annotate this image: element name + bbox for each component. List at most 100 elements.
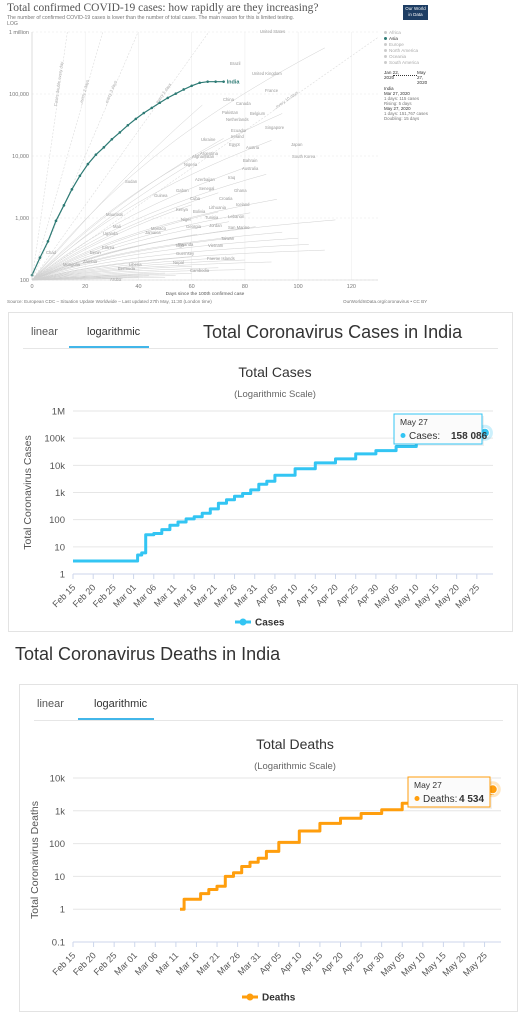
legend-label: Europe [389,42,404,47]
x-tick-label: Apr 05 [257,950,283,976]
tooltip-box [407,776,491,808]
owid-legend[interactable]: Africa Asia Europe North America Oceania Sout… [384,30,419,66]
country-label: Mauritius [106,212,123,217]
owid-x-tick: 20 [82,284,88,290]
legend-dot [384,43,387,47]
series-line [73,432,487,563]
owid-y-tick: 100 [20,278,29,284]
country-label: Gabon [176,188,189,193]
y-tick-label: 1k [55,806,65,817]
x-tick-label: Apr 10 [274,582,300,608]
info-detail2: 1 days: 151,767 cases [384,111,428,116]
doubling-line [31,31,104,281]
legend-item-africa[interactable]: Africa [384,30,419,36]
tooltip-value: 4 534 [459,794,484,805]
legend-label: Cases [255,618,285,629]
country-label: Lithuania [209,205,227,210]
country-label: Monaco [151,226,167,231]
x-tick-label: Apr 05 [254,582,280,608]
chart-subtitle: (Logarithmic Scale) [234,389,316,400]
country-label: Togo [175,243,185,248]
legend-label: Asia [389,36,398,41]
country-label: Taiwan [221,236,235,241]
india-series-point [222,80,225,83]
legend-item-oceania[interactable]: Oceania [384,54,419,60]
owid-logo-line2: in Data [408,12,423,17]
tooltip-date: May 27 [414,780,442,790]
legend-item-north-america[interactable]: North America [384,48,419,54]
legend-item-europe[interactable]: Europe [384,42,419,48]
legend-dot [384,55,387,59]
country-label: Senegal [199,186,214,191]
country-label: Uganda [103,231,118,236]
country-label: Rwanda [178,242,194,247]
owid-y-tick: 10,000 [12,154,29,160]
country-label: Bahrain [243,158,258,163]
country-line [31,47,325,281]
range-slider-track[interactable] [393,75,417,76]
chart-subtitle: (Logarithmic Scale) [254,761,336,772]
tooltip-value: 158 086 [451,431,488,442]
range-end[interactable]: May 27, 2020 [417,70,428,85]
x-tick-label: Apr 20 [314,582,340,608]
country-label: Georgia [186,224,202,229]
legend-dot [384,31,387,35]
india-series-point [54,219,58,223]
country-label: Kenya [176,207,189,212]
y-tick-label: 1 [60,905,65,916]
owid-scale-toggle[interactable]: LOG [7,21,18,27]
tab-linear[interactable]: linear [31,326,58,338]
owid-plot: 100 1,000 10,000 100,000 1 million 0 20 40 60 80 1… [9,29,379,297]
cases-chart-panel: linear logarithmic Total Coronavirus Cas… [8,312,513,632]
legend-item-south-america[interactable]: South America [384,60,419,66]
india-series-point [86,162,90,166]
india-series-point [150,106,154,110]
country-label: Singapore [265,125,285,130]
tab-linear[interactable]: linear [37,698,64,710]
range-start[interactable]: Jan 22, 2020 [384,70,400,80]
doubling-label: ...every 2 days [78,79,90,107]
country-line [31,249,325,281]
country-label: Faeroe Islands [207,256,235,261]
india-series-point [142,111,146,115]
info-detail1: 1 days: 115 cases [384,96,420,101]
country-line [31,104,203,281]
doubling-line [31,31,210,281]
tab-logarithmic[interactable]: logarithmic [87,326,141,338]
country-label: Nigeria [184,162,198,167]
y-axis-label: Total Coronavirus Cases [22,435,34,549]
legend-dot [384,37,387,41]
active-tab-indicator [69,346,149,349]
country-label: Guinea [154,193,168,198]
x-tick-label: Mar 31 [232,582,259,609]
info-detail2b: Doubling: 15 days [384,116,420,121]
india-series-point [38,256,42,259]
cases-chart: Total Cases (Logarithmic Scale) 1 10 100 1k 10… [22,364,493,629]
chart-title: Total Deaths [256,736,334,752]
country-line [31,199,277,281]
owid-x-tick: 0 [30,284,33,290]
india-series-point [94,153,98,156]
deaths-heading: Total Coronavirus Deaths in India [15,644,281,664]
country-label: Nepal [173,260,184,265]
tooltip-label: Cases: [409,431,440,442]
info-date1: Mar 27, 2020 [384,91,410,96]
country-line [31,192,219,281]
country-label: Ecuador [231,128,247,133]
india-series-point [118,131,122,134]
deaths-scale-tabs: linear logarithmic [20,685,517,723]
country-label: Azerbaijan [195,177,215,182]
owid-license-link[interactable]: OurWorldInData.org/coronavirus • CC BY [343,299,428,304]
x-tick-label: Apr 10 [278,950,304,976]
doubling-label: ...every 3 days [103,80,118,107]
legend-item-asia[interactable]: Asia [384,36,419,42]
country-line [31,221,230,281]
tab-logarithmic[interactable]: logarithmic [94,698,148,710]
india-series-point [70,188,74,191]
india-series-point [190,84,193,88]
doubling-line [31,31,139,281]
tooltip-box [393,413,483,445]
owid-info-box: India Mar 27, 2020 1 days: 115 cases Ris… [384,86,430,121]
country-label: France [265,88,279,93]
country-label: Brazil [230,61,241,66]
